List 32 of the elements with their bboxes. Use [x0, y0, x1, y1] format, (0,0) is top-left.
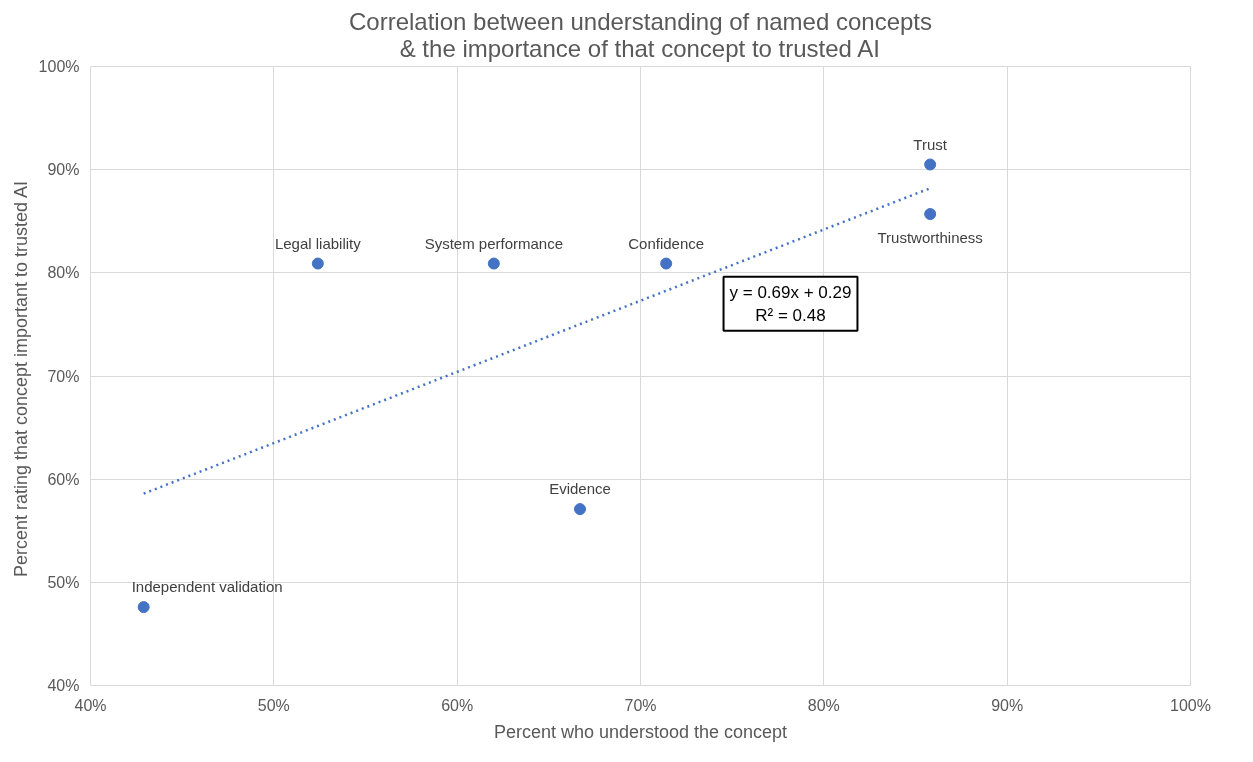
annotation: Legal liability [274, 234, 362, 252]
x-tick-label: 60% [441, 696, 474, 714]
annotation: Trust [913, 135, 948, 153]
y-tick-label: 80% [47, 264, 80, 282]
y-tick-label: 70% [47, 367, 80, 385]
point [660, 257, 673, 270]
x-tick-label: 100% [1170, 696, 1211, 714]
annotation: Independent validation [131, 578, 283, 596]
y-tick-label: 90% [47, 161, 80, 179]
x-tick-label: 90% [991, 696, 1024, 714]
y-tick-label: 50% [47, 573, 80, 591]
point [574, 503, 586, 516]
annotation: Trustworthiness [877, 229, 983, 247]
y-tick-label: 100% [38, 58, 80, 75]
y-axis-title: Percent rating that concept important to trusted AI [10, 180, 31, 578]
chart-title: Correlation between understanding of named concepts & the importance of that concept to trusted AI [348, 7, 933, 62]
point [311, 257, 324, 270]
y-tick-label: 40% [47, 677, 80, 694]
point [924, 158, 937, 171]
annotation: y = 0.69x + 0.29 R² = 0.48 [729, 282, 852, 325]
annotation: System performance [424, 234, 564, 252]
point [487, 257, 500, 270]
x-tick-label: 50% [257, 696, 290, 714]
annotation: Confidence [628, 234, 705, 252]
x-tick-label: 80% [807, 696, 840, 714]
annotation: Evidence [549, 480, 611, 498]
y-tick-label: 60% [47, 470, 80, 488]
x-axis-title: Percent who understood the concept [493, 721, 788, 742]
point [924, 208, 937, 221]
x-tick-label: 70% [624, 696, 657, 714]
x-tick-label: 40% [74, 696, 107, 714]
point [137, 601, 150, 614]
